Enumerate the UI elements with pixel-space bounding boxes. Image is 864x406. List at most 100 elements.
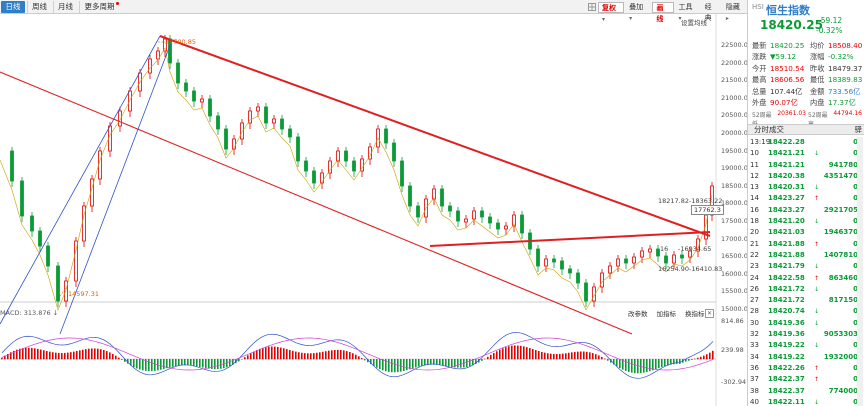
tab-monthly[interactable]: 月线 xyxy=(53,1,77,13)
trade-volume: 9053303 xyxy=(823,330,858,339)
kline-chart[interactable]: 设置均线 22500.0 22000.0 21500.0 21000.0 20500.0… xyxy=(0,14,748,406)
macd-bar xyxy=(469,359,471,367)
macd-bar xyxy=(691,359,693,360)
candle-body xyxy=(184,82,188,92)
candle-body xyxy=(108,125,112,152)
classic-button[interactable]: 经典 xyxy=(702,2,721,22)
macd-bar xyxy=(538,351,540,360)
macd-bar xyxy=(250,353,252,360)
draw-line-button[interactable]: 画线 xyxy=(652,1,674,23)
macd-bar xyxy=(7,353,9,360)
macd-bar xyxy=(703,355,705,360)
macd-bar xyxy=(148,359,150,372)
tab-more-periods[interactable]: 更多周期 xyxy=(79,1,119,13)
quote-row: 最新 18420.25 均价 18508.40 xyxy=(752,40,864,51)
tick-trades-toggle[interactable]: 驿 xyxy=(854,125,863,134)
trade-volume: 0 xyxy=(853,262,858,271)
trade-time: 38 xyxy=(750,386,759,395)
close-icon[interactable]: ✕ xyxy=(705,309,714,318)
macd-bar xyxy=(694,358,696,360)
quote-grid: 最新 18420.25 均价 18508.40 涨跌 ▼59.12 涨幅 -0.32% 今开 18… xyxy=(752,40,864,108)
macd-bar xyxy=(553,353,555,360)
macd-bar xyxy=(688,359,690,361)
quote-value: 90.07亿 xyxy=(770,97,798,107)
hide-button[interactable]: 隐藏 ▸ xyxy=(723,2,747,22)
quote-key: 最高 xyxy=(752,75,767,85)
candle-body xyxy=(248,110,252,124)
kline-canvas[interactable] xyxy=(0,14,747,406)
candle-body xyxy=(584,282,588,302)
switch-indicator-button[interactable]: 换指标 xyxy=(685,310,705,318)
macd-bar xyxy=(277,346,279,360)
edit-params-button[interactable]: 改参数 xyxy=(628,310,648,318)
candle-body xyxy=(408,185,412,207)
trade-price: 18421.79 xyxy=(768,262,805,271)
quote-key: 昨收 xyxy=(810,63,825,73)
macd-bar xyxy=(16,349,18,360)
trade-volume: 1932000 xyxy=(823,352,858,361)
price-axis-tick: 21500.0 xyxy=(721,76,748,85)
grid-icon[interactable] xyxy=(588,3,596,11)
macd-bar xyxy=(295,351,297,360)
macd-bar xyxy=(394,359,396,373)
candle-body xyxy=(384,128,388,144)
candle-body xyxy=(624,258,628,264)
macd-bar xyxy=(370,359,372,365)
candle-body xyxy=(696,238,700,252)
macd-bar xyxy=(4,355,6,360)
trade-time: 21 xyxy=(750,239,759,248)
macd-bar xyxy=(523,346,525,360)
macd-bar xyxy=(79,350,81,360)
macd-bar xyxy=(400,359,402,372)
macd-bar xyxy=(583,351,585,360)
macd-bar xyxy=(613,359,615,365)
add-indicator-button[interactable]: 加指标 xyxy=(656,310,677,318)
tools-button[interactable]: 工具 ▾ xyxy=(676,2,700,22)
chevron-down-icon: ▾ xyxy=(678,14,682,22)
macd-bar xyxy=(466,359,468,367)
tick-trades-scrollbar[interactable] xyxy=(857,137,863,406)
macd-bar xyxy=(508,346,510,360)
macd-bar xyxy=(427,359,429,365)
hide-label: 隐藏 xyxy=(725,2,740,11)
macd-bar xyxy=(412,359,414,369)
candle-body xyxy=(560,260,564,270)
tick-trades-list[interactable]: 13:19 18422.28 0 10 18421.21 ↓ 0 11 18421.21 9417… xyxy=(750,137,864,406)
macd-bar xyxy=(619,359,621,369)
ma-settings-link[interactable]: 设置均线 xyxy=(681,19,707,27)
trade-price: 18423.27 xyxy=(768,205,805,214)
trade-price: 18421.21 xyxy=(768,160,805,169)
candle-body xyxy=(344,150,348,162)
tab-weekly[interactable]: 周线 xyxy=(27,1,51,13)
macd-bar xyxy=(226,359,228,368)
trade-time: 37 xyxy=(750,375,759,384)
trade-time: 13 xyxy=(750,183,759,192)
quote-key: 涨幅 xyxy=(810,52,825,62)
fuquan-select[interactable]: 复权 ▾ xyxy=(598,1,625,23)
macd-bar xyxy=(355,354,357,360)
macd-bar xyxy=(169,359,171,368)
candle-body xyxy=(20,180,24,217)
macd-bar xyxy=(493,353,495,360)
candle-body xyxy=(46,245,50,267)
macd-bar xyxy=(325,351,327,360)
macd-bar xyxy=(670,359,672,365)
trade-direction-icon: ↓ xyxy=(814,150,820,158)
overlay-button[interactable]: 叠加 ▾ xyxy=(626,2,650,22)
quote-row: 涨跌 ▼59.12 涨幅 -0.32% xyxy=(752,51,864,62)
macd-bar xyxy=(340,350,342,360)
chevron-down-icon: ▾ xyxy=(629,14,633,22)
macd-bar xyxy=(85,349,87,360)
tab-daily[interactable]: 日线 xyxy=(1,1,25,13)
macd-bar xyxy=(286,349,288,360)
trade-price: 18422.26 xyxy=(768,363,805,372)
trade-price: 18421.03 xyxy=(768,228,805,237)
macd-bar xyxy=(451,359,453,368)
candle-body xyxy=(480,210,484,218)
quote-row: 今开 18510.54 昨收 18479.37 xyxy=(752,63,864,74)
ticker-symbol: HSI xyxy=(752,3,764,11)
trade-price: 18419.36 xyxy=(768,330,805,339)
macd-bar xyxy=(448,359,450,367)
macd-bar xyxy=(145,359,147,371)
classic-label: 经典 xyxy=(704,2,712,22)
